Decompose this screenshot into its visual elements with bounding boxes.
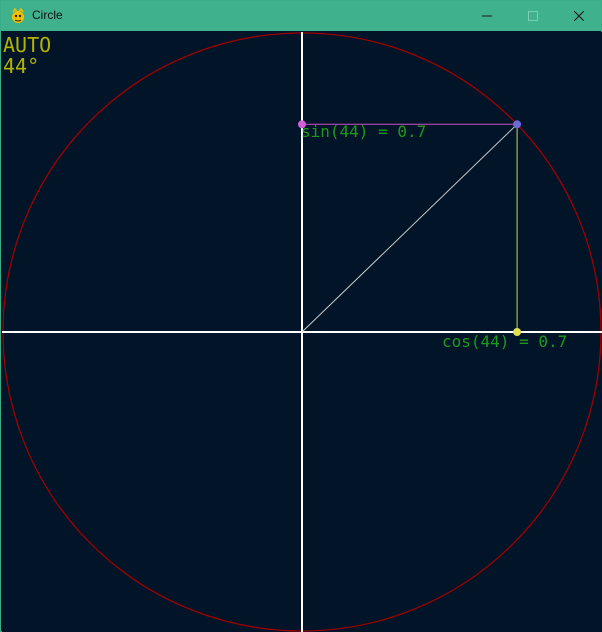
minimize-icon bbox=[482, 15, 492, 17]
minimize-button[interactable] bbox=[464, 1, 510, 31]
window-title: Circle bbox=[32, 8, 63, 22]
close-icon bbox=[574, 11, 584, 21]
mode-label: AUTO bbox=[3, 33, 52, 57]
close-button[interactable] bbox=[556, 1, 602, 31]
maximize-icon bbox=[528, 11, 538, 21]
unit-circle-scene bbox=[2, 32, 602, 632]
drawing-canvas[interactable]: AUTO 44° sin(44) = 0.7 cos(44) = 0.7 bbox=[2, 32, 602, 632]
cos-label: cos(44) = 0.7 bbox=[442, 332, 568, 351]
sin-point bbox=[298, 120, 306, 129]
title-bar[interactable]: Circle bbox=[1, 1, 601, 31]
pygame-snake-icon bbox=[12, 8, 24, 23]
angle-point bbox=[513, 120, 522, 129]
angle-readout: 44° bbox=[3, 54, 40, 78]
radius-line bbox=[301, 123, 518, 333]
sin-label: sin(44) = 0.7 bbox=[301, 122, 427, 141]
maximize-button[interactable] bbox=[510, 1, 556, 31]
cos-point bbox=[513, 328, 522, 336]
